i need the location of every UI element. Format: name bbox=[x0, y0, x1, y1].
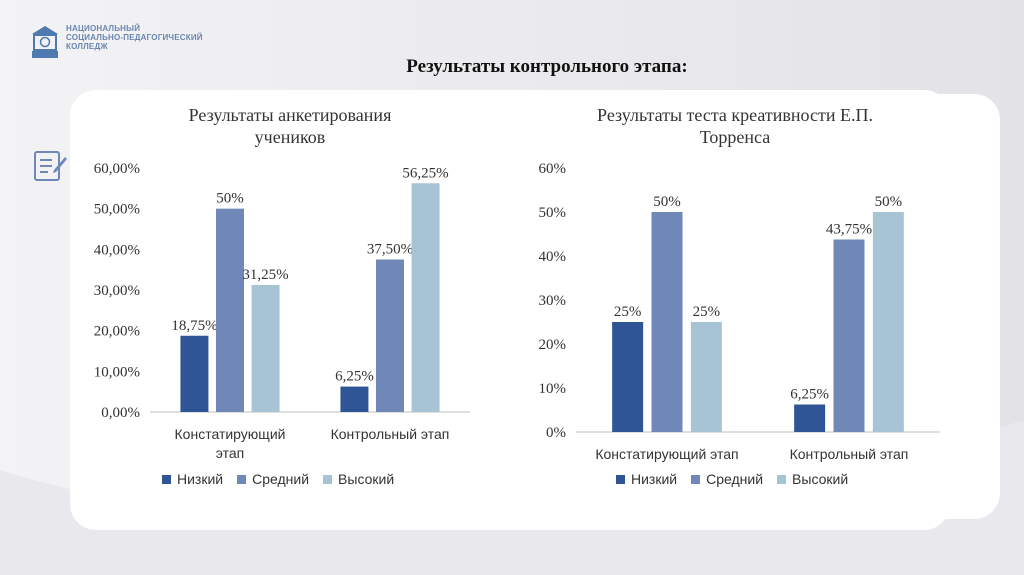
legend-label: Средний bbox=[252, 471, 310, 487]
bar-low bbox=[180, 335, 209, 412]
bar-low bbox=[794, 404, 826, 432]
chart-1-title-line-2: учеников bbox=[254, 127, 326, 147]
chart-1-title-line-1: Результаты анкетирования bbox=[188, 105, 392, 125]
data-label: 50% bbox=[653, 194, 681, 210]
college-logo: НАЦИОНАЛЬНЫЙ СОЦИАЛЬНО-ПЕДАГОГИЧЕСКИЙ КО… bbox=[30, 24, 203, 60]
legend-swatch bbox=[616, 474, 625, 484]
bar-low bbox=[340, 386, 369, 412]
data-label: 6,25% bbox=[790, 387, 829, 403]
x-category-label: этап bbox=[216, 445, 244, 461]
chart-2-title: Результаты теста креативности Е.П. Торре… bbox=[540, 104, 930, 148]
y-tick-label: 20% bbox=[539, 337, 567, 353]
x-category-label: Констатирующий этап bbox=[595, 446, 738, 462]
y-tick-label: 30,00% bbox=[94, 283, 140, 299]
data-label: 50% bbox=[216, 191, 244, 207]
data-label: 31,25% bbox=[242, 267, 288, 283]
data-label: 37,50% bbox=[367, 242, 413, 258]
college-emblem-icon bbox=[32, 26, 58, 58]
bar-mid bbox=[376, 259, 404, 412]
y-tick-label: 10,00% bbox=[94, 364, 140, 380]
bar-mid bbox=[651, 212, 683, 432]
page-title: Результаты контрольного этапа: bbox=[406, 56, 688, 77]
legend-item-mid: Средний bbox=[237, 471, 309, 487]
x-category-label: Контрольный этап bbox=[331, 426, 450, 442]
chart-1-title: Результаты анкетирования учеников bbox=[140, 104, 440, 148]
y-tick-label: 40% bbox=[539, 249, 567, 265]
document-edit-icon bbox=[34, 151, 67, 181]
chart-1-legend: Низкий Средний Высокий bbox=[162, 471, 394, 487]
bar-mid bbox=[216, 208, 244, 412]
data-label: 25% bbox=[693, 304, 721, 320]
bar-high bbox=[251, 284, 280, 412]
logo-line-2: СОЦИАЛЬНО-ПЕДАГОГИЧЕСКИЙ bbox=[66, 33, 203, 42]
legend-label: Низкий bbox=[631, 471, 678, 487]
chart-2-title-line-2: Торренса bbox=[699, 127, 771, 147]
bar-mid bbox=[833, 239, 865, 432]
legend-item-high: Высокий bbox=[777, 471, 848, 487]
x-category-label: Констатирующий bbox=[175, 426, 286, 442]
bar-high bbox=[411, 183, 440, 412]
data-label: 6,25% bbox=[335, 369, 374, 385]
logo-line-1: НАЦИОНАЛЬНЫЙ bbox=[66, 24, 141, 33]
bar-high bbox=[872, 212, 904, 432]
y-tick-label: 60,00% bbox=[94, 161, 140, 177]
legend-label: Низкий bbox=[177, 471, 224, 487]
legend-item-mid: Средний bbox=[691, 471, 763, 487]
data-label: 18,75% bbox=[171, 318, 217, 334]
legend-swatch bbox=[323, 474, 333, 484]
bar-low bbox=[612, 322, 644, 432]
legend-label: Средний bbox=[706, 471, 764, 487]
legend-label: Высокий bbox=[792, 471, 849, 487]
y-tick-label: 20,00% bbox=[94, 324, 140, 340]
data-label: 56,25% bbox=[402, 165, 448, 181]
x-category-label: Контрольный этап bbox=[790, 446, 909, 462]
legend-label: Высокий bbox=[338, 471, 395, 487]
data-label: 50% bbox=[875, 194, 903, 210]
y-tick-label: 50,00% bbox=[94, 202, 140, 218]
bar-high bbox=[690, 322, 722, 432]
data-label: 43,75% bbox=[826, 222, 872, 238]
legend-swatch bbox=[777, 474, 787, 484]
chart-2-title-line-1: Результаты теста креативности Е.П. bbox=[597, 105, 873, 125]
legend-swatch bbox=[691, 474, 701, 484]
legend-item-low: Низкий bbox=[616, 471, 677, 487]
legend-item-low: Низкий bbox=[162, 471, 223, 487]
legend-item-high: Высокий bbox=[323, 471, 394, 487]
y-tick-label: 40,00% bbox=[94, 242, 140, 258]
logo-line-3: КОЛЛЕДЖ bbox=[66, 42, 108, 51]
y-tick-label: 30% bbox=[539, 293, 567, 309]
y-tick-label: 10% bbox=[539, 381, 567, 397]
y-tick-label: 50% bbox=[539, 205, 567, 221]
data-label: 25% bbox=[614, 304, 642, 320]
legend-swatch bbox=[237, 474, 247, 484]
legend-swatch bbox=[162, 474, 171, 484]
y-tick-label: 60% bbox=[539, 161, 567, 177]
y-tick-label: 0% bbox=[546, 425, 566, 441]
chart-2-legend: Низкий Средний Высокий bbox=[616, 471, 848, 487]
y-tick-label: 0,00% bbox=[101, 405, 140, 421]
